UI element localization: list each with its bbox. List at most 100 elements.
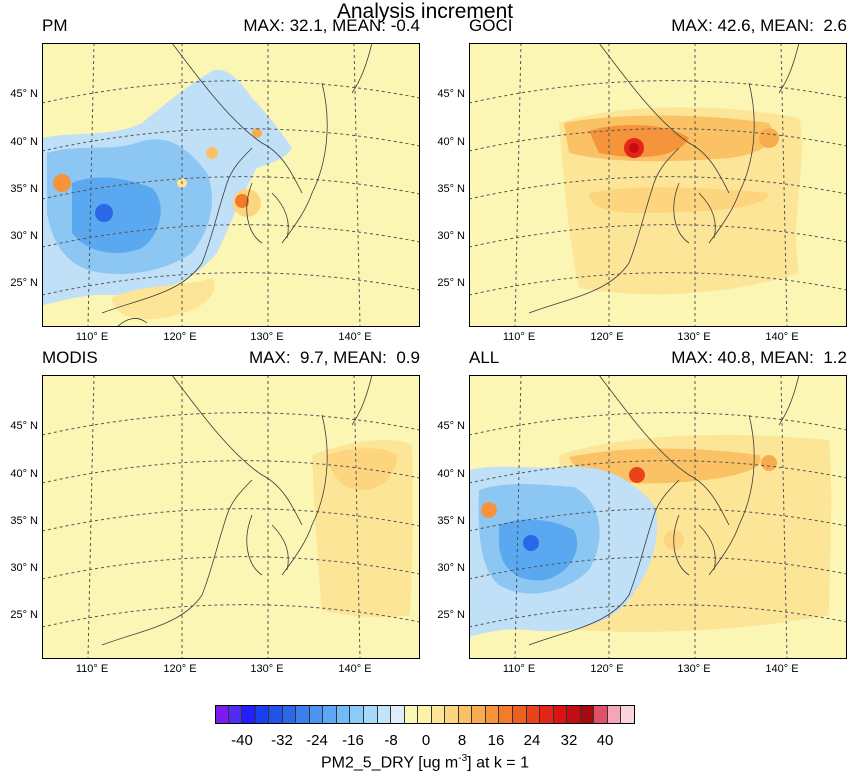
- panel-label: PM: [42, 16, 68, 35]
- colorbar-title-sup: -3: [458, 753, 468, 764]
- colorbar-tick: -8: [384, 732, 398, 749]
- colorbar-cell: [296, 705, 310, 724]
- panel-pm: PM MAX: 32.1, MEAN: -0.4 45° N 40° N 3: [10, 16, 420, 343]
- lon-label: 110° E: [75, 331, 109, 343]
- colorbar-tick: -16: [342, 732, 364, 749]
- colorbar-cell: [364, 705, 378, 724]
- colorbar-cell: [350, 705, 365, 724]
- lat-label: 25° N: [10, 277, 38, 289]
- colorbar-cell: [282, 705, 297, 724]
- colorbar-tick: 40: [596, 732, 614, 749]
- lon-label: 130° E: [677, 663, 711, 675]
- colorbar-tick: 8: [457, 732, 467, 749]
- colorbar-cell: [445, 705, 459, 724]
- colorbar-cell: [458, 705, 473, 724]
- panel-goci: GOCI MAX: 42.6, MEAN: 2.6 45° N 40° N 35…: [437, 16, 847, 343]
- colorbar-cell: [377, 705, 392, 724]
- colorbar-tick: 0: [421, 732, 431, 749]
- colorbar-cell: [485, 705, 500, 724]
- lat-label: 40° N: [437, 468, 465, 480]
- lat-label: 45° N: [437, 420, 465, 432]
- colorbar-cell: [323, 705, 337, 724]
- colorbar-cell: [404, 705, 419, 724]
- lon-label: 130° E: [250, 331, 284, 343]
- colorbar-cell: [472, 705, 486, 724]
- lat-label: 45° N: [10, 88, 38, 100]
- colorbar-tick: 16: [487, 732, 505, 749]
- lat-label: 40° N: [10, 468, 38, 480]
- colorbar-cell: [431, 705, 446, 724]
- lon-label: 140° E: [338, 663, 372, 675]
- colorbar-title-post: ] at k = 1: [467, 754, 529, 772]
- lon-label: 120° E: [590, 331, 624, 343]
- panel-stats: MAX: 9.7, MEAN: 0.9: [248, 348, 420, 367]
- lon-label: 110° E: [75, 663, 109, 675]
- colorbar: [215, 705, 635, 724]
- lat-label: 35° N: [437, 515, 465, 527]
- lat-label: 30° N: [437, 230, 465, 242]
- colorbar-cell: [309, 705, 324, 724]
- colorbar-cell: [526, 705, 541, 724]
- colorbar-cell: [269, 705, 283, 724]
- lon-label: 120° E: [590, 663, 624, 675]
- colorbar-tick: -24: [306, 732, 328, 749]
- colorbar-tick: 32: [560, 732, 578, 749]
- lat-label: 40° N: [437, 136, 465, 148]
- panel-modis: MODIS MAX: 9.7, MEAN: 0.9 45° N 40° N 35…: [10, 348, 420, 675]
- lat-label: 45° N: [437, 88, 465, 100]
- colorbar-cell: [607, 705, 622, 724]
- lon-label: 140° E: [765, 331, 799, 343]
- lat-label: 30° N: [437, 562, 465, 574]
- colorbar-tick: -40: [231, 732, 253, 749]
- lat-label: 25° N: [437, 277, 465, 289]
- lat-label: 30° N: [10, 230, 38, 242]
- lat-label: 35° N: [437, 183, 465, 195]
- map-pm: [42, 43, 420, 327]
- colorbar-cell: [567, 705, 581, 724]
- colorbar-cell: [513, 705, 527, 724]
- lat-label: 45° N: [10, 420, 38, 432]
- lon-label: 110° E: [502, 331, 536, 343]
- colorbar-cell: [255, 705, 270, 724]
- map-goci: [469, 43, 847, 327]
- panel-stats: MAX: 40.8, MEAN: 1.2: [671, 348, 847, 367]
- colorbar-cell: [540, 705, 554, 724]
- lon-label: 120° E: [163, 663, 197, 675]
- colorbar-cell: [228, 705, 243, 724]
- colorbar-tick: 24: [523, 732, 541, 749]
- colorbar-title-pre: PM2_5_DRY [ug m: [321, 754, 459, 772]
- colorbar-cell: [499, 705, 514, 724]
- colorbar-cell: [336, 705, 351, 724]
- panel-label: MODIS: [42, 348, 98, 367]
- panel-label: GOCI: [469, 16, 513, 35]
- lat-label: 35° N: [10, 515, 38, 527]
- colorbar-title: PM2_5_DRY [ug m-3] at k = 1: [0, 749, 850, 773]
- colorbar-cell: [553, 705, 568, 724]
- map-all: [469, 375, 847, 659]
- panel-all: ALL MAX: 40.8, MEAN: 1.2 45° N 40° N 35°…: [437, 348, 847, 675]
- panel-stats: MAX: 42.6, MEAN: 2.6: [671, 16, 847, 35]
- lon-label: 130° E: [250, 663, 284, 675]
- colorbar-cell: [621, 705, 635, 724]
- colorbar-cell: [594, 705, 608, 724]
- colorbar-tick: -32: [271, 732, 293, 749]
- colorbar-cell: [580, 705, 595, 724]
- lat-label: 30° N: [10, 562, 38, 574]
- panel-label: ALL: [469, 348, 500, 367]
- figure-title: Analysis increment: [336, 0, 514, 23]
- lon-label: 120° E: [163, 331, 197, 343]
- lat-label: 35° N: [10, 183, 38, 195]
- colorbar-cell: [391, 705, 405, 724]
- lat-label: 25° N: [10, 609, 38, 621]
- lon-label: 140° E: [338, 331, 372, 343]
- lon-label: 130° E: [677, 331, 711, 343]
- lat-label: 40° N: [10, 136, 38, 148]
- panel-stats: MAX: 32.1, MEAN: -0.4: [243, 16, 420, 35]
- colorbar-cell: [418, 705, 432, 724]
- map-modis: [42, 375, 420, 659]
- lon-label: 110° E: [502, 663, 536, 675]
- lat-label: 25° N: [437, 609, 465, 621]
- lon-label: 140° E: [765, 663, 799, 675]
- colorbar-cell: [215, 705, 229, 724]
- colorbar-cell: [242, 705, 256, 724]
